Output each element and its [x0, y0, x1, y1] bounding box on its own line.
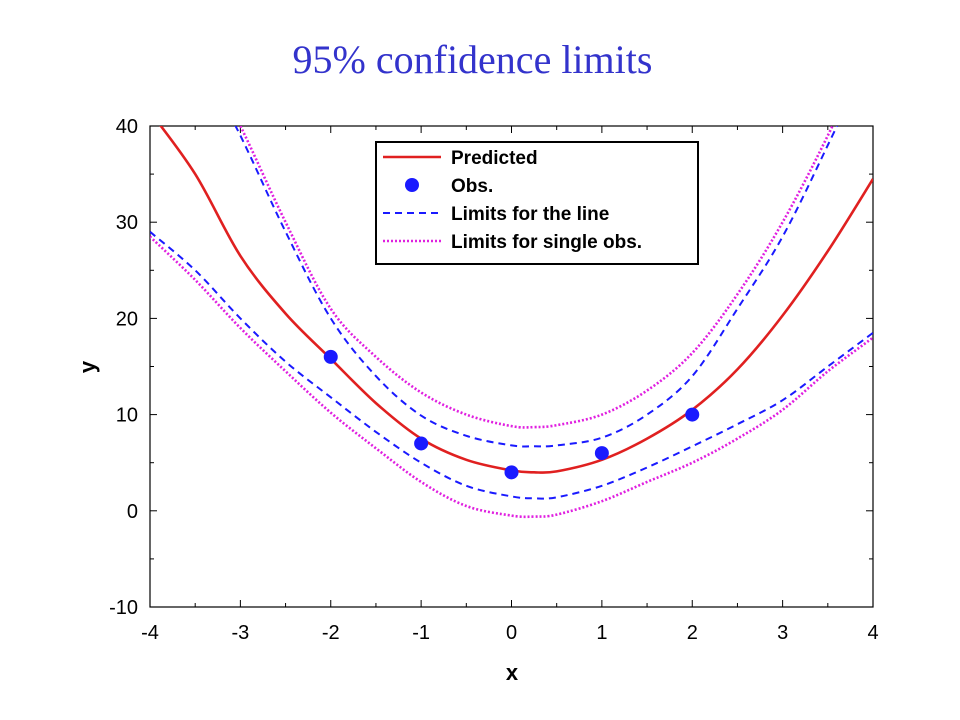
obs-point — [685, 407, 700, 422]
obs-point — [414, 436, 429, 451]
y-axis-label: y — [75, 360, 100, 373]
x-tick-label: 2 — [687, 622, 698, 644]
y-tick-label: 0 — [127, 501, 138, 523]
x-tick-label: 4 — [867, 622, 878, 644]
x-tick-label: -3 — [231, 622, 249, 644]
legend-label: Obs. — [451, 176, 493, 197]
x-tick-label: 1 — [596, 622, 607, 644]
x-tick-label: -2 — [322, 622, 340, 644]
legend-box — [375, 141, 699, 265]
series-line-dotted-upper — [238, 126, 834, 429]
obs-point — [594, 446, 609, 461]
x-tick-label: 0 — [506, 622, 517, 644]
x-axis-label: x — [506, 660, 519, 685]
x-tick-label: 3 — [777, 622, 788, 644]
legend-label: Limits for single obs. — [451, 232, 642, 253]
y-tick-label: 20 — [116, 308, 138, 330]
series-line-dashed-upper — [234, 126, 839, 448]
legend-label: Limits for the line — [451, 204, 609, 225]
obs-point — [323, 349, 338, 364]
chart-title: 95% confidence limits — [292, 37, 653, 82]
y-tick-label: -10 — [109, 597, 138, 619]
obs-point — [504, 465, 519, 480]
series-line-predicted — [159, 126, 873, 474]
y-tick-label: 10 — [116, 405, 138, 427]
x-tick-label: -4 — [141, 622, 159, 644]
y-tick-label: 30 — [116, 212, 138, 234]
x-tick-label: -1 — [412, 622, 430, 644]
legend-label: Predicted — [451, 148, 538, 169]
series-line-dotted-lower — [150, 235, 873, 519]
series-line-dashed-lower — [150, 231, 873, 500]
legend-swatch-obs — [405, 178, 419, 192]
y-tick-label: 40 — [116, 116, 138, 138]
